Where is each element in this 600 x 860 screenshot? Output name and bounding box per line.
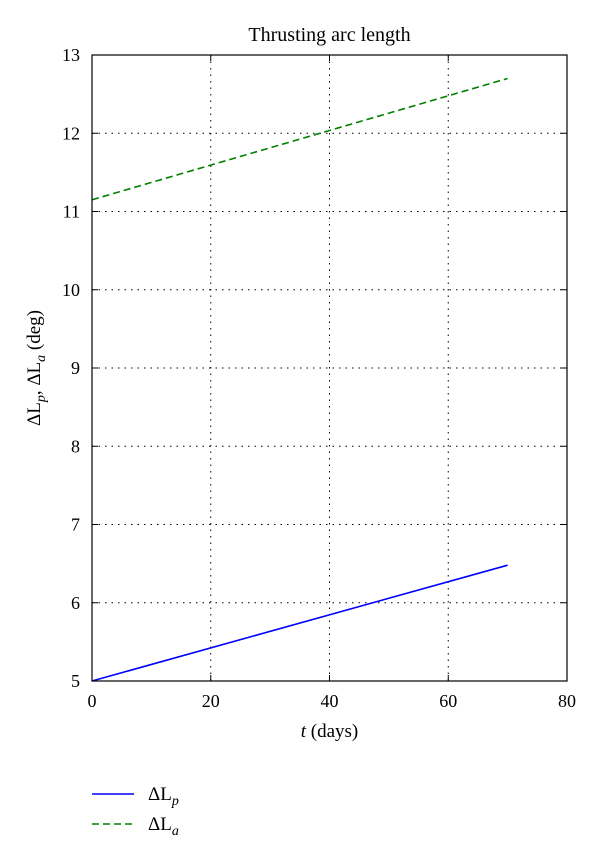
grid: [92, 55, 567, 681]
y-label-part-1: ΔL: [24, 402, 45, 426]
legend-label-p: ΔLp: [148, 784, 179, 809]
tick-labels: 0 20 40 60 80 5 6 7 8 9 10 11 12 13: [62, 45, 576, 711]
y-tick-label: 10: [62, 280, 80, 300]
ticks: [91, 54, 568, 682]
legend-label-main: ΔL: [148, 784, 172, 805]
y-label-unit: (deg): [24, 310, 45, 355]
y-tick-label: 11: [63, 202, 80, 222]
x-tick-label: 0: [88, 691, 97, 711]
series-line-p: [91, 564, 508, 682]
y-tick-label: 9: [71, 358, 80, 378]
y-tick-label: 7: [71, 515, 80, 535]
chart-title: Thrusting arc length: [248, 24, 410, 46]
x-axis-unit: (days): [306, 721, 358, 742]
legend-label-a: ΔLa: [148, 814, 179, 839]
y-tick-label: 8: [71, 436, 80, 456]
series-lines: [91, 77, 508, 682]
y-tick-label: 12: [62, 123, 80, 143]
legend-label-sub: p: [171, 794, 179, 809]
y-tick-label: 13: [62, 45, 80, 65]
y-tick-label: 5: [71, 671, 80, 691]
y-tick-label: 6: [71, 593, 80, 613]
x-tick-label: 60: [439, 691, 457, 711]
x-axis-label: t (days): [301, 721, 359, 742]
x-tick-label: 20: [202, 691, 220, 711]
y-axis-label: ΔLp, ΔLa (deg): [24, 310, 49, 426]
legend-label-sub: a: [172, 824, 179, 839]
x-tick-label: 40: [321, 691, 339, 711]
series-line-a: [91, 77, 508, 201]
y-label-sub-p: p: [34, 395, 49, 403]
y-label-part-2: , ΔL: [24, 362, 45, 395]
y-label-sub-a: a: [34, 355, 49, 362]
x-tick-label: 80: [558, 691, 576, 711]
legend-label-main: ΔL: [148, 814, 172, 835]
x-axis-var: t: [301, 721, 307, 742]
